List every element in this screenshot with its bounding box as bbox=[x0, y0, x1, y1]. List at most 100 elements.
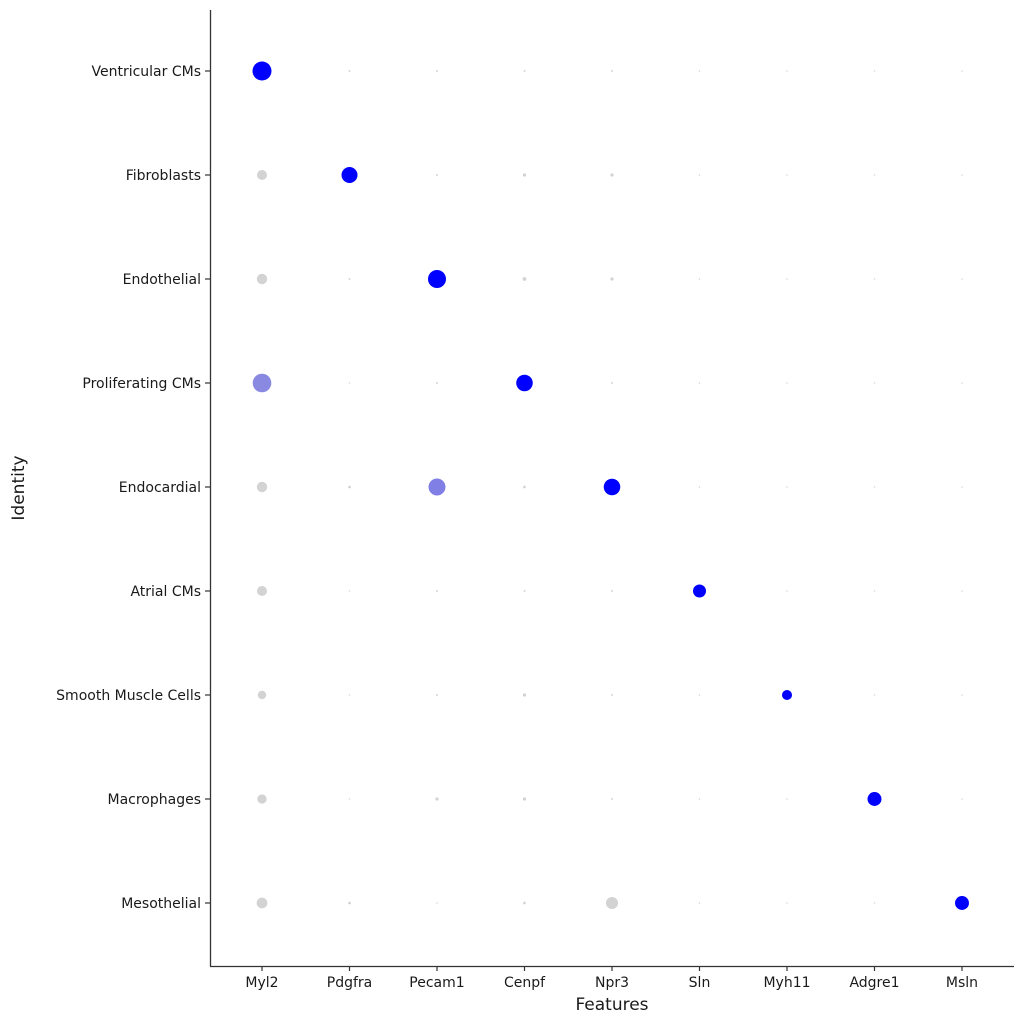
dot-npr3-smooth-muscle-cells bbox=[611, 694, 613, 696]
dot-cenpf-smooth-muscle-cells bbox=[522, 693, 527, 697]
y-tick-label: Proliferating CMs bbox=[82, 376, 201, 392]
dot-pecam1-endothelial bbox=[427, 269, 447, 289]
dot-myh11-mesothelial bbox=[786, 902, 788, 904]
dot-pdgfra-endocardial bbox=[348, 485, 351, 489]
y-tick-label: Smooth Muscle Cells bbox=[56, 688, 201, 704]
dot-sln-macrophages bbox=[698, 798, 701, 800]
dot-pecam1-atrial-cms bbox=[436, 590, 438, 592]
dot-npr3-macrophages bbox=[611, 798, 613, 800]
dot-cenpf-ventricular-cms bbox=[523, 70, 526, 72]
dot-cenpf-fibroblasts bbox=[522, 173, 527, 177]
dot-sln-ventricular-cms bbox=[698, 70, 701, 72]
dot-pecam1-proliferating-cms bbox=[436, 382, 438, 384]
dot-npr3-ventricular-cms bbox=[611, 70, 613, 72]
dot-myl2-atrial-cms bbox=[256, 585, 268, 597]
y-tick-label: Macrophages bbox=[107, 792, 201, 808]
dot-adgre1-macrophages bbox=[867, 792, 882, 806]
dot-sln-fibroblasts bbox=[698, 174, 701, 176]
dot-cenpf-endothelial bbox=[522, 277, 527, 281]
dot-pdgfra-proliferating-cms bbox=[348, 382, 351, 384]
dot-myh11-endocardial bbox=[786, 486, 788, 488]
dot-pdgfra-ventricular-cms bbox=[348, 70, 351, 72]
dot-pdgfra-mesothelial bbox=[348, 901, 351, 905]
x-tick-label: Pecam1 bbox=[409, 975, 464, 991]
dot-sln-proliferating-cms bbox=[698, 382, 701, 384]
dot-myh11-ventricular-cms bbox=[786, 70, 788, 72]
dot-cenpf-macrophages bbox=[522, 797, 527, 801]
dot-pdgfra-macrophages bbox=[348, 798, 351, 800]
dot-msln-atrial-cms bbox=[961, 590, 963, 592]
dot-cenpf-endocardial bbox=[523, 485, 526, 489]
dot-adgre1-smooth-muscle-cells bbox=[873, 694, 876, 696]
dot-msln-macrophages bbox=[961, 798, 963, 800]
y-axis-label: Identity bbox=[9, 455, 29, 520]
y-tick-label: Endocardial bbox=[119, 480, 201, 496]
dot-sln-endothelial bbox=[698, 278, 701, 280]
dot-pdgfra-endothelial bbox=[348, 278, 351, 280]
dot-adgre1-fibroblasts bbox=[873, 174, 876, 176]
dot-myl2-mesothelial bbox=[256, 897, 268, 909]
dot-sln-smooth-muscle-cells bbox=[698, 694, 701, 696]
dot-adgre1-mesothelial bbox=[873, 902, 876, 904]
y-tick-label: Mesothelial bbox=[121, 896, 201, 912]
x-tick-label: Adgre1 bbox=[849, 975, 899, 991]
dot-adgre1-endocardial bbox=[873, 486, 876, 488]
dot-msln-smooth-muscle-cells bbox=[961, 694, 963, 696]
dot-myh11-smooth-muscle-cells bbox=[781, 689, 793, 701]
y-tick-label: Endothelial bbox=[123, 272, 201, 288]
dot-msln-mesothelial bbox=[955, 896, 969, 910]
dot-myl2-smooth-muscle-cells bbox=[257, 690, 267, 700]
dot-npr3-proliferating-cms bbox=[611, 382, 613, 384]
x-tick-label: Npr3 bbox=[595, 975, 629, 991]
dot-sln-atrial-cms bbox=[692, 584, 707, 598]
dot-msln-endocardial bbox=[961, 486, 963, 488]
dot-adgre1-endothelial bbox=[873, 278, 876, 280]
x-tick-label: Cenpf bbox=[504, 975, 546, 991]
x-tick-label: Sln bbox=[689, 975, 711, 991]
dot-npr3-endothelial bbox=[610, 277, 614, 281]
y-tick-label: Atrial CMs bbox=[130, 584, 201, 600]
dot-adgre1-atrial-cms bbox=[873, 590, 876, 592]
dot-pecam1-ventricular-cms bbox=[436, 70, 438, 72]
dot-pecam1-fibroblasts bbox=[436, 174, 438, 176]
dot-myl2-endocardial bbox=[256, 481, 268, 493]
x-tick-label: Myl2 bbox=[245, 975, 278, 991]
dot-myl2-fibroblasts bbox=[256, 169, 268, 181]
dot-myh11-atrial-cms bbox=[786, 590, 788, 592]
x-tick-label: Myh11 bbox=[763, 975, 810, 991]
dot-npr3-mesothelial bbox=[605, 896, 619, 910]
dot-myl2-proliferating-cms bbox=[252, 373, 272, 393]
dot-pecam1-mesothelial bbox=[436, 902, 438, 904]
dot-myh11-fibroblasts bbox=[786, 174, 788, 176]
dot-pdgfra-atrial-cms bbox=[348, 590, 351, 592]
dot-msln-fibroblasts bbox=[961, 174, 963, 176]
dot-adgre1-proliferating-cms bbox=[873, 382, 876, 384]
dot-cenpf-proliferating-cms bbox=[516, 374, 533, 392]
dot-msln-endothelial bbox=[961, 278, 963, 280]
dot-cenpf-mesothelial bbox=[523, 901, 526, 905]
dot-msln-proliferating-cms bbox=[961, 382, 963, 384]
dot-adgre1-ventricular-cms bbox=[873, 70, 876, 72]
dot-sln-endocardial bbox=[698, 486, 701, 488]
dot-npr3-atrial-cms bbox=[611, 590, 613, 592]
dot-npr3-endocardial bbox=[603, 478, 621, 496]
dot-msln-ventricular-cms bbox=[961, 70, 963, 72]
dot-myh11-macrophages bbox=[786, 798, 788, 800]
y-tick-label: Fibroblasts bbox=[126, 168, 201, 184]
dot-pdgfra-fibroblasts bbox=[341, 166, 358, 184]
dot-myh11-endothelial bbox=[786, 278, 788, 280]
x-tick-label: Pdgfra bbox=[327, 975, 372, 991]
dot-pecam1-endocardial bbox=[428, 478, 446, 496]
dot-pecam1-smooth-muscle-cells bbox=[436, 694, 438, 696]
dot-cenpf-atrial-cms bbox=[523, 590, 526, 592]
dot-myh11-proliferating-cms bbox=[786, 382, 788, 384]
dot-pecam1-macrophages bbox=[435, 797, 439, 801]
y-tick-label: Ventricular CMs bbox=[91, 64, 201, 80]
dot-pdgfra-smooth-muscle-cells bbox=[348, 694, 351, 696]
dot-myl2-endothelial bbox=[256, 273, 268, 285]
x-axis-label: Features bbox=[575, 995, 648, 1015]
dot-myl2-ventricular-cms bbox=[252, 61, 272, 81]
dot-myl2-macrophages bbox=[257, 794, 267, 804]
dot-sln-mesothelial bbox=[698, 902, 701, 904]
